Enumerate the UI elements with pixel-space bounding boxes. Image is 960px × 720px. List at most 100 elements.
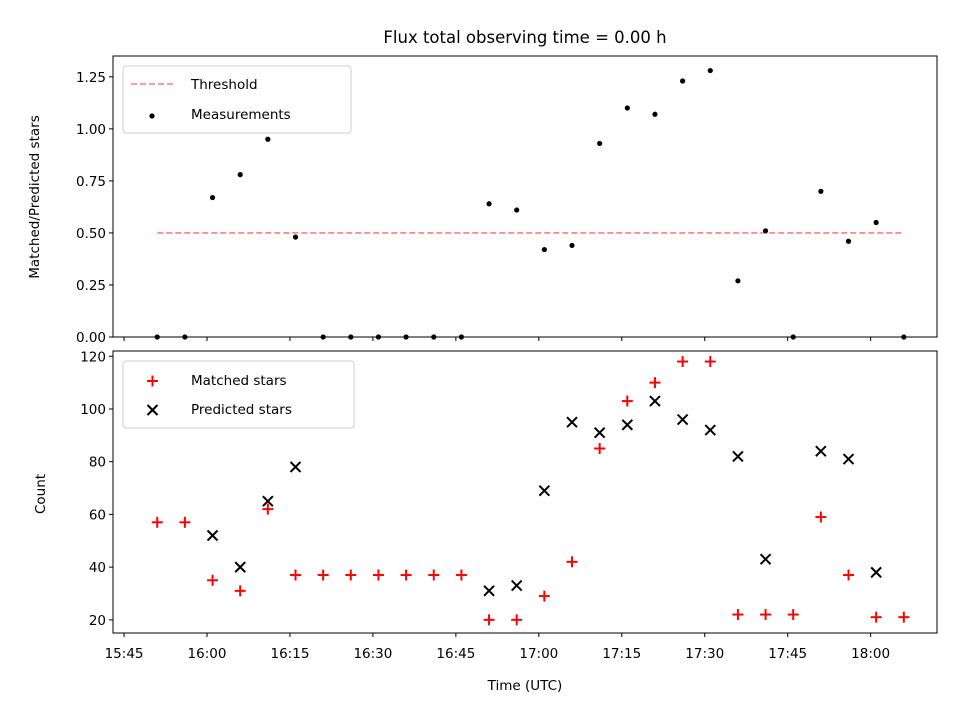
matched-star-point (262, 503, 274, 515)
y-tick-label: 0.50 (76, 226, 106, 242)
cross-stroke (870, 566, 882, 579)
cross-stroke (621, 419, 634, 431)
matched-star-point (151, 516, 163, 528)
chart-title: Flux total observing time = 0.00 h (383, 28, 666, 47)
legend-measurement-swatch (149, 113, 155, 119)
cross-stroke (704, 424, 716, 436)
cross-stroke (815, 445, 827, 457)
count-legend: Matched stars Predicted stars (122, 360, 355, 429)
x-tick-label: 17:30 (685, 646, 724, 662)
cross-stroke (206, 529, 219, 542)
legend-measurement-label: Measurements (191, 107, 291, 123)
predicted-star-point (289, 461, 302, 473)
measurement-point (652, 111, 658, 117)
measurement-point (237, 172, 243, 178)
ratio-panel: Flux total observing time = 0.00 h Match… (27, 28, 938, 346)
count-x-ticks: 15:45 16:00 16:15 16:30 16:45 17:00 17:15 17:30… (105, 633, 890, 662)
measurement-point (292, 234, 299, 240)
matched-star-point (400, 569, 412, 581)
cross-stroke (289, 461, 302, 473)
legend-box (122, 360, 355, 429)
legend-threshold-label: Threshold (190, 77, 258, 93)
x-tick-label: 17:45 (768, 646, 807, 662)
ratio-legend: Threshold Measurements (122, 65, 352, 134)
y-tick-label: 0.75 (76, 174, 106, 190)
cross-stroke (842, 453, 855, 465)
cross-stroke (146, 404, 159, 416)
cross-stroke (234, 561, 246, 573)
cross-stroke (538, 484, 551, 497)
matched-star-point (207, 574, 219, 586)
x-tick-label: 16:45 (436, 646, 475, 662)
predicted-star-point (704, 424, 716, 436)
matched-star-point (372, 569, 384, 581)
predicted-star-point (262, 495, 274, 507)
y-tick-label: 20 (89, 613, 106, 629)
matched-star-point (760, 609, 772, 621)
predicted-star-point (732, 450, 744, 463)
cross-stroke (483, 585, 495, 597)
predicted-star-point (870, 566, 882, 579)
ratio-axes-frame (112, 55, 938, 338)
y-tick-label: 100 (80, 402, 106, 418)
measurement-point (735, 278, 741, 284)
y-tick-label: 40 (89, 560, 106, 576)
measurement-point (569, 242, 575, 249)
matched-star-point (649, 377, 661, 389)
x-tick-label: 15:45 (105, 646, 144, 662)
x-tick-label: 16:15 (271, 646, 310, 662)
predicted-star-point (649, 395, 661, 407)
matched-star-point (677, 356, 689, 368)
y-tick-label: 1.25 (76, 70, 106, 86)
matched-star-point (317, 569, 329, 581)
y-axis-label-count: Count (33, 474, 49, 514)
matched-star-point (234, 585, 246, 597)
measurement-point (541, 246, 547, 253)
cross-stroke (262, 495, 274, 507)
count-y-ticks: 20 40 60 80 100 120 (80, 349, 113, 629)
cross-stroke (676, 413, 689, 426)
y-tick-label: 60 (89, 507, 106, 523)
measurement-point (597, 140, 603, 147)
measurement-point (818, 188, 824, 194)
legend-predicted-label: Predicted stars (191, 402, 292, 418)
matched-star-point (843, 569, 855, 581)
matched-star-point (345, 569, 357, 581)
count-axes-frame (112, 350, 938, 634)
predicted-star-point (593, 426, 606, 439)
matched-star-point (511, 614, 523, 626)
predicted-star-point (483, 585, 495, 597)
matched-star-point (289, 569, 301, 581)
measurement-point (624, 105, 630, 111)
x-tick-label: 17:00 (519, 646, 558, 662)
measurement-point (845, 238, 852, 244)
matched-star-point (815, 511, 827, 523)
legend-box (122, 65, 352, 134)
cross-stroke (593, 426, 606, 439)
y-tick-label: 0.25 (76, 278, 106, 294)
matched-star-point (538, 590, 550, 602)
predicted-star-point (842, 453, 855, 465)
cross-stroke (759, 553, 772, 565)
measurement-point (209, 194, 216, 201)
x-tick-label: 16:00 (188, 646, 227, 662)
matched-star-point (179, 516, 191, 528)
y-tick-label: 0.00 (76, 330, 106, 346)
cross-stroke (732, 450, 744, 463)
y-axis-label-ratio: Matched/Predicted stars (27, 115, 43, 278)
y-tick-label: 80 (89, 455, 106, 471)
ratio-x-ticks (123, 337, 872, 341)
matched-star-point (483, 614, 495, 626)
predicted-star-point (206, 529, 219, 542)
predicted-star-point (566, 416, 578, 428)
ratio-y-ticks: 0.00 0.25 0.50 0.75 1.00 1.25 (76, 70, 113, 346)
measurement-point (873, 219, 879, 226)
y-tick-label: 1.00 (76, 122, 106, 138)
measurement-point (265, 136, 271, 142)
cross-stroke (649, 395, 661, 407)
predicted-star-point (759, 553, 772, 565)
matched-star-point (594, 443, 606, 455)
legend-matched-label: Matched stars (191, 373, 287, 389)
cross-stroke (566, 416, 578, 428)
